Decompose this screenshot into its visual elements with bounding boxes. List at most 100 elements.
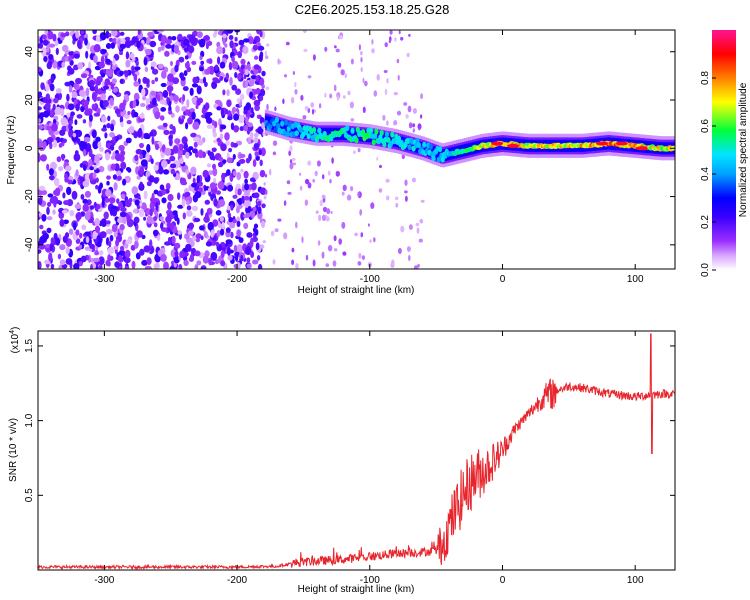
- noise-blob: [98, 250, 104, 256]
- noise-blob: [65, 165, 72, 172]
- noise-blob: [145, 98, 150, 106]
- sparse-blob: [310, 102, 315, 108]
- noise-blob: [153, 263, 159, 269]
- spectrogram-x-label: Height of straight line (km): [298, 285, 415, 296]
- noise-blob: [198, 187, 203, 193]
- noise-blob: [119, 78, 124, 84]
- noise-blob: [235, 88, 242, 95]
- noise-blob: [92, 231, 98, 240]
- signal-core: [373, 133, 378, 139]
- noise-blob: [119, 115, 124, 124]
- noise-blob: [256, 254, 261, 261]
- noise-blob: [117, 218, 122, 223]
- noise-blob: [171, 235, 176, 245]
- noise-blob: [89, 86, 96, 92]
- noise-blob: [145, 78, 150, 85]
- sparse-blob: [337, 62, 342, 68]
- noise-blob: [228, 147, 233, 153]
- noise-blob: [119, 102, 126, 111]
- noise-blob: [38, 185, 46, 191]
- noise-blob: [182, 86, 189, 92]
- noise-blob: [171, 36, 177, 41]
- noise-blob: [237, 188, 242, 196]
- noise-blob: [46, 163, 50, 171]
- sparse-blob: [269, 168, 272, 176]
- noise-blob: [151, 192, 155, 202]
- noise-blob: [82, 119, 87, 124]
- noise-blob: [123, 70, 130, 75]
- noise-blob: [67, 103, 75, 111]
- signal-hotspot: [507, 143, 520, 148]
- noise-blob: [216, 190, 221, 195]
- noise-blob: [166, 96, 170, 105]
- signal-core: [350, 127, 355, 134]
- noise-blob: [259, 187, 267, 195]
- sparse-blob: [393, 120, 398, 126]
- noise-blob: [162, 122, 168, 128]
- noise-blob: [220, 143, 227, 152]
- noise-blob: [178, 263, 183, 269]
- noise-blob: [38, 124, 44, 130]
- sparse-blob: [329, 93, 333, 99]
- noise-blob: [127, 167, 132, 173]
- noise-blob: [175, 105, 180, 113]
- noise-blob: [64, 232, 70, 239]
- sparse-blob: [384, 42, 388, 48]
- noise-blob: [124, 36, 131, 41]
- sparse-blob: [338, 238, 343, 245]
- noise-blob: [68, 85, 73, 93]
- noise-blob: [162, 90, 169, 98]
- signal-core: [436, 156, 441, 163]
- sparse-blob: [388, 39, 391, 44]
- noise-blob: [149, 131, 154, 137]
- noise-blob: [149, 201, 155, 211]
- noise-blob: [113, 182, 118, 191]
- noise-blob: [191, 83, 199, 88]
- noise-blob: [195, 233, 202, 240]
- signal-core: [354, 137, 359, 144]
- noise-blob: [204, 212, 209, 220]
- signal-core: [294, 130, 299, 137]
- noise-blob: [200, 235, 204, 241]
- sparse-blob: [386, 78, 389, 84]
- noise-blob: [196, 98, 201, 106]
- noise-blob: [114, 108, 121, 115]
- noise-blob: [64, 176, 69, 183]
- signal-core: [280, 120, 285, 127]
- noise-blob: [105, 152, 110, 161]
- noise-blob: [120, 150, 126, 156]
- sparse-blob: [316, 160, 321, 167]
- noise-blob: [238, 159, 246, 164]
- noise-blob: [48, 168, 55, 176]
- noise-blob: [71, 91, 78, 99]
- signal-core: [272, 120, 277, 127]
- sparse-blob: [360, 232, 364, 238]
- noise-blob: [73, 222, 77, 231]
- sparse-blob: [263, 182, 266, 186]
- noise-blob: [95, 184, 99, 190]
- sparse-blob: [319, 199, 323, 207]
- noise-blob: [150, 158, 154, 165]
- sparse-blob: [420, 199, 425, 203]
- noise-blob: [209, 182, 217, 190]
- sparse-blob: [342, 251, 347, 256]
- noise-blob: [153, 177, 159, 184]
- noise-blob: [61, 61, 65, 68]
- noise-blob: [136, 204, 140, 210]
- noise-blob: [76, 138, 81, 145]
- sparse-blob: [397, 74, 400, 81]
- noise-blob: [179, 157, 184, 164]
- sparse-blob: [358, 252, 362, 259]
- sparse-blob: [291, 259, 295, 266]
- sparse-blob: [395, 202, 399, 208]
- noise-blob: [116, 198, 120, 204]
- noise-blob: [243, 170, 249, 179]
- noise-blob: [174, 64, 179, 73]
- noise-blob: [153, 222, 158, 228]
- noise-blob: [67, 68, 75, 75]
- noise-blob: [59, 219, 65, 227]
- noise-blob: [48, 43, 56, 48]
- sparse-blob: [292, 71, 295, 75]
- noise-blob: [226, 30, 234, 34]
